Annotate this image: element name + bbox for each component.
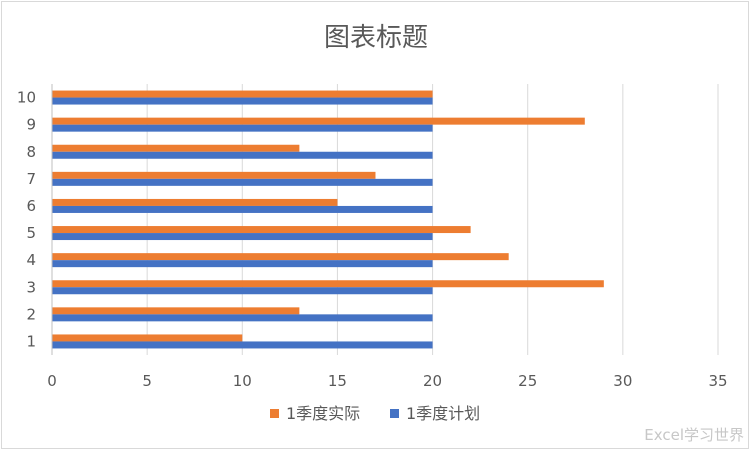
y-tick-label-6: 6 <box>26 197 36 215</box>
bar-series1-cat-10 <box>52 97 433 105</box>
legend-swatch-0 <box>270 409 279 418</box>
x-tick-label-10: 10 <box>233 372 252 390</box>
legend-label-1: 1季度计划 <box>406 404 480 423</box>
chart-title: 图表标题 <box>324 23 428 53</box>
y-tick-label-4: 4 <box>26 251 36 269</box>
bar-series0-cat-6 <box>52 198 338 206</box>
bar-series1-cat-1 <box>52 341 433 349</box>
bar-series1-cat-8 <box>52 151 433 159</box>
bar-series1-cat-3 <box>52 287 433 295</box>
bar-series1-cat-7 <box>52 178 433 186</box>
y-tick-label-1: 1 <box>26 332 36 350</box>
bar-series1-cat-6 <box>52 205 433 213</box>
bar-series0-cat-7 <box>52 171 376 179</box>
bar-series0-cat-10 <box>52 90 433 98</box>
bar-series1-cat-4 <box>52 260 433 268</box>
bar-series1-cat-2 <box>52 314 433 322</box>
x-tick-label-35: 35 <box>708 372 727 390</box>
bars <box>52 90 604 349</box>
bar-series0-cat-2 <box>52 307 300 315</box>
x-tick-label-25: 25 <box>518 372 537 390</box>
bar-series0-cat-4 <box>52 253 509 261</box>
x-tick-label-30: 30 <box>613 372 632 390</box>
bar-series0-cat-9 <box>52 117 585 125</box>
bar-series0-cat-1 <box>52 334 243 342</box>
bar-series1-cat-5 <box>52 233 433 241</box>
bar-series0-cat-3 <box>52 280 604 288</box>
legend-label-0: 1季度实际 <box>286 404 360 423</box>
bar-series1-cat-9 <box>52 124 433 132</box>
bar-series0-cat-5 <box>52 226 471 234</box>
y-tick-label-7: 7 <box>26 170 36 188</box>
y-axis: 1 2 3 4 5 6 7 8 9 10 <box>17 84 53 355</box>
x-tick-label-5: 5 <box>142 372 152 390</box>
y-tick-label-3: 3 <box>26 278 36 296</box>
y-tick-label-2: 2 <box>26 305 36 323</box>
x-tick-label-0: 0 <box>47 372 57 390</box>
y-tick-label-8: 8 <box>26 143 36 161</box>
legend: 1季度实际 1季度计划 <box>270 404 480 423</box>
watermark: Excel学习世界 <box>644 426 744 444</box>
y-tick-label-5: 5 <box>26 224 36 242</box>
y-tick-label-10: 10 <box>17 89 36 107</box>
bar-series0-cat-8 <box>52 144 300 152</box>
legend-swatch-1 <box>390 409 399 418</box>
x-tick-label-15: 15 <box>328 372 347 390</box>
x-axis: 0 5 10 15 20 25 30 35 <box>47 372 727 390</box>
x-tick-label-20: 20 <box>423 372 442 390</box>
y-tick-label-9: 9 <box>26 116 36 134</box>
